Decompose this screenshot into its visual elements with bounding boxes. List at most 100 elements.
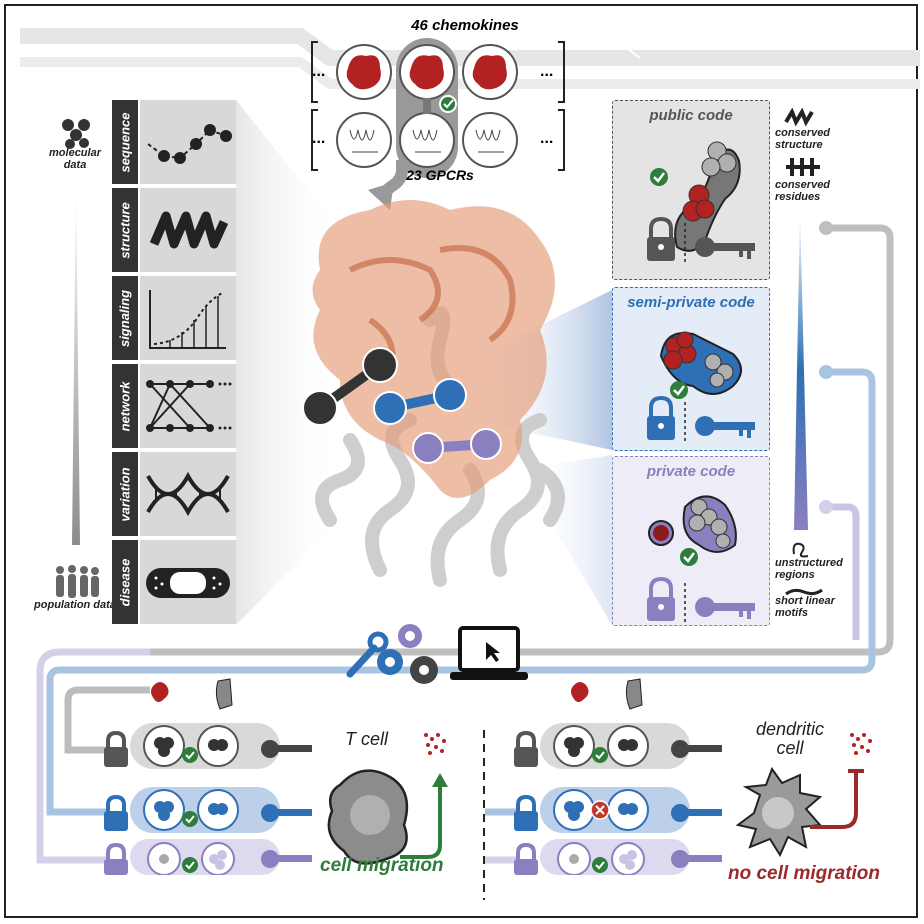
short-linear-motifs-label: short linear motifs: [775, 595, 835, 619]
dose-response-icon: [149, 290, 226, 349]
gpcr-2: [399, 112, 455, 168]
ellipsis-left-bottom: ...: [312, 130, 326, 147]
t-cell-label: T cell: [345, 729, 389, 749]
data-type-network-label: network: [112, 364, 138, 448]
conservation-gradient: [794, 210, 808, 530]
semi-private-code-title: semi-private code: [627, 294, 755, 311]
flow-line-public: [150, 224, 894, 656]
residues-mini-icon: [786, 158, 820, 176]
data-type-variation-label: variation: [112, 452, 138, 536]
chemokine-dots-icon: [850, 733, 872, 755]
helix-mini-icon: [784, 108, 814, 127]
dumbbell-private: [412, 428, 502, 464]
chemokine-gpcr-panel: [311, 38, 565, 178]
public-code-box: public code: [612, 100, 770, 280]
key-icon: [695, 416, 755, 438]
dendritic-cell-panel: [514, 678, 872, 875]
structure-panel: [140, 188, 236, 272]
private-code-box: private code: [612, 456, 770, 626]
gpcr-1: [336, 112, 392, 168]
no-migration-arrow: [810, 771, 858, 829]
no-cell-migration-label: no cell migration: [728, 863, 881, 884]
data-type-disease-label: disease: [112, 540, 138, 624]
unstructured-regions-label: unstructured regions: [775, 557, 843, 581]
lock-icon-row1: [104, 730, 128, 767]
molecule-icon: [62, 119, 90, 149]
lock-icon: [647, 576, 675, 621]
molecular-data-label: molecular data: [49, 147, 101, 171]
chemokine-mini-icon: [571, 682, 589, 702]
variation-panel: [140, 452, 236, 536]
wrench-icon: [346, 631, 389, 678]
lock-icon-row3: [104, 842, 128, 875]
t-cell-panel: [104, 678, 448, 875]
flow-line-semi: [46, 368, 876, 816]
receptor-mini-icon: [215, 678, 233, 710]
ellipsis-left-top: ...: [312, 63, 326, 80]
lock-icon-row2: [104, 794, 128, 831]
dna-icon: [146, 471, 230, 517]
check-icon: [182, 747, 198, 763]
disease-panel: [140, 540, 236, 624]
coil-mini-icon: [792, 542, 809, 558]
flow-line-private: [36, 648, 150, 864]
key-icon: [695, 597, 755, 619]
tools-and-computer: [346, 624, 528, 684]
check-icon: [182, 811, 198, 827]
legend-markers: [819, 221, 833, 514]
check-icon: [182, 857, 198, 873]
check-icon: [680, 548, 698, 566]
cell-migration-label: cell migration: [320, 855, 444, 876]
chemokine-dots-icon: [424, 733, 446, 755]
laptop-icon: [450, 626, 528, 680]
semi-private-code-box: semi-private code: [612, 287, 770, 451]
key-icon: [695, 237, 755, 259]
public-code-illustration: [647, 141, 755, 263]
lock-icon: [647, 216, 675, 261]
gear-icon-1: [398, 624, 422, 648]
population-data-label: population data: [34, 599, 116, 611]
key-icon-row2: [261, 804, 312, 822]
chemokines-label: 46 chemokines: [411, 17, 519, 34]
bandage-icon: [146, 568, 230, 598]
network-panel: [140, 364, 236, 448]
helix-icon: [149, 211, 229, 249]
conserved-residues-label: conserved residues: [775, 179, 831, 203]
network-icon: [146, 380, 232, 432]
gpcr-3: [462, 112, 518, 168]
gpcrs-label: 23 GPCRs: [406, 167, 474, 183]
data-type-structure-label: structure: [112, 188, 138, 272]
migration-arrow: [400, 785, 442, 859]
private-code-title: private code: [646, 463, 736, 480]
public-code-title: public code: [649, 107, 733, 124]
lock-icon: [647, 395, 675, 440]
dumbbell-semi-private: [373, 378, 467, 425]
conserved-structure-label: conserved structure: [775, 127, 831, 151]
key-icon-row1: [261, 740, 312, 758]
cursor-icon: [486, 642, 500, 662]
dumbbell-public: [302, 347, 398, 426]
chemokine-mini-icon: [151, 682, 169, 702]
sequence-panel: [140, 100, 236, 184]
receptor-mini-icon: [625, 678, 643, 710]
check-icon: [592, 857, 608, 873]
molecular-population-gradient: [72, 180, 80, 545]
sequence-icon: [147, 124, 232, 164]
motif-mini-icon: [785, 588, 823, 596]
key-icon-row3: [261, 850, 312, 868]
ellipsis-right-top: ...: [540, 63, 554, 80]
semi-private-code-illustration: [647, 331, 755, 442]
down-arrow-icon: [368, 160, 408, 210]
gear-icon-2: [377, 649, 403, 675]
check-icon: [592, 747, 608, 763]
gear-icon-3: [410, 656, 438, 684]
data-type-sequence-label: sequence: [112, 100, 138, 184]
check-icon: [439, 95, 457, 113]
check-icon: [650, 168, 668, 186]
private-code-illustration: [647, 495, 755, 623]
ellipsis-right-bottom: ...: [540, 130, 554, 147]
population-icon: [56, 565, 99, 598]
chemokine-receptor-complex: [302, 200, 565, 587]
dendritic-cell-label: dendritic cell: [755, 719, 825, 758]
